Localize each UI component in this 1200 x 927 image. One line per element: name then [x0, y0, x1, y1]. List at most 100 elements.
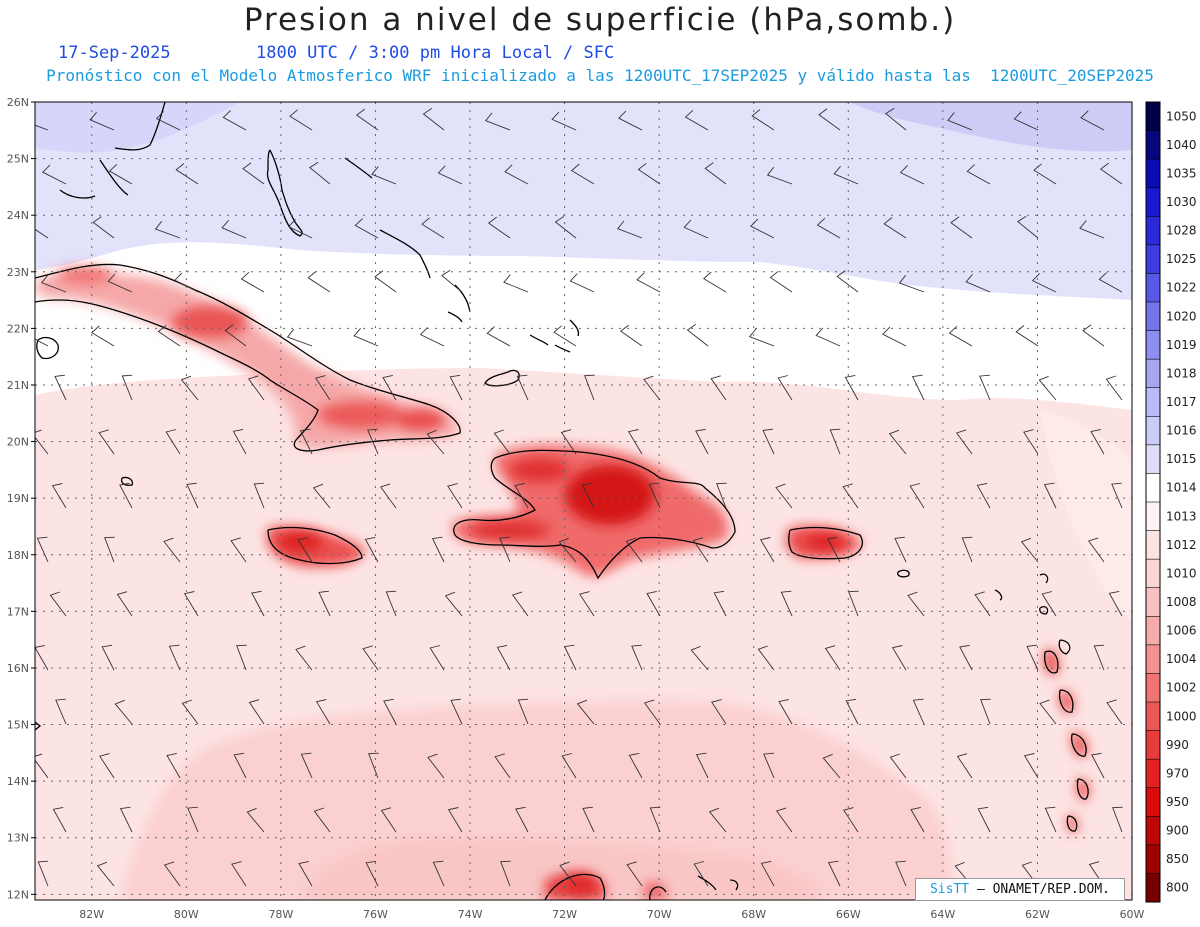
wind-barb	[119, 482, 133, 509]
wind-barb	[848, 590, 859, 617]
colorbar-swatch	[1146, 187, 1160, 217]
wind-barb	[898, 274, 925, 293]
wind-barb	[649, 806, 661, 833]
wind-barb	[385, 590, 397, 617]
wind-barb	[364, 536, 379, 563]
lon-label: 68W	[741, 908, 766, 921]
lat-label: 15N	[7, 719, 29, 732]
colorbar-label: 800	[1166, 881, 1189, 895]
wind-barb	[619, 324, 643, 347]
wind-barb	[843, 807, 859, 833]
wind-barb	[627, 429, 643, 455]
wind-barb	[503, 274, 529, 293]
wind-barb	[251, 590, 265, 617]
wind-barb	[1108, 590, 1123, 617]
wind-barb	[1026, 644, 1039, 671]
wind-barb	[833, 166, 859, 185]
wind-barb	[315, 375, 331, 401]
wind-barb	[426, 429, 445, 455]
wind-barb	[1087, 537, 1105, 563]
wind-barb	[441, 269, 463, 293]
wind-barb	[422, 108, 445, 131]
wind-barb	[157, 324, 181, 347]
wind-barb	[885, 107, 907, 131]
lat-label: 12N	[7, 888, 29, 901]
wind-barb	[368, 752, 379, 779]
wind-barb	[1041, 591, 1057, 617]
lat-label: 16N	[7, 662, 29, 675]
wind-barb	[692, 537, 709, 563]
colorbar-swatch	[1146, 330, 1160, 360]
pressure-field	[35, 102, 1132, 900]
wind-barb	[570, 163, 595, 185]
wind-barb	[35, 124, 49, 131]
lat-label: 24N	[7, 209, 29, 222]
wind-barb	[318, 590, 331, 617]
wind-barb	[429, 645, 445, 671]
wind-barb	[312, 483, 331, 509]
wind-barb	[708, 807, 727, 833]
wind-barb	[180, 375, 199, 401]
wind-barb	[911, 374, 925, 401]
wind-barb	[976, 482, 991, 509]
wind-barb	[965, 274, 991, 293]
wind-barb	[487, 216, 511, 239]
wind-barb	[186, 482, 199, 509]
wind-barb	[947, 112, 973, 131]
wind-barb	[636, 272, 661, 293]
lon-label: 80W	[174, 908, 199, 921]
wind-barb	[116, 591, 133, 617]
wind-barb	[554, 216, 577, 239]
colorbar-swatch	[1146, 387, 1160, 417]
wind-barb	[96, 861, 115, 887]
wind-barb	[496, 644, 511, 671]
wind-barb	[247, 375, 265, 401]
colorbar-swatch	[1146, 159, 1160, 189]
colorbar-swatch	[1146, 444, 1160, 474]
wind-barb	[380, 807, 397, 833]
wind-barb	[92, 216, 115, 239]
wind-barb	[894, 536, 907, 563]
wind-barb	[1091, 752, 1105, 779]
colorbar-label: 1004	[1166, 652, 1197, 666]
wind-barb	[299, 428, 313, 455]
colorbar-label: 1035	[1166, 166, 1197, 180]
wind-barb	[108, 163, 133, 185]
wind-barb	[166, 752, 181, 779]
colorbar-label: 1028	[1166, 224, 1197, 238]
lat-label: 22N	[7, 322, 29, 335]
wind-barb	[648, 482, 661, 509]
lon-label: 78W	[268, 908, 293, 921]
wind-barb	[165, 429, 181, 455]
wind-barb	[52, 806, 67, 833]
wind-barb	[431, 536, 445, 563]
wind-barb	[104, 536, 115, 563]
wind-barb	[101, 644, 115, 671]
wind-barb	[1093, 644, 1105, 671]
wind-barb	[626, 861, 643, 887]
wind-barb	[504, 164, 529, 185]
colorbar-swatch	[1146, 844, 1160, 874]
wind-barb	[240, 271, 265, 293]
wind-barb	[775, 483, 793, 509]
wind-barb	[374, 270, 397, 293]
colorbar-swatch	[1146, 787, 1160, 817]
wind-barb	[90, 325, 115, 347]
wind-barb	[551, 111, 577, 131]
wind-barb	[561, 753, 577, 779]
colorbar-swatch	[1146, 273, 1160, 303]
lon-label: 62W	[1025, 908, 1050, 921]
wind-barb	[625, 537, 643, 563]
wind-barb	[948, 325, 973, 347]
wind-barb	[367, 428, 379, 455]
wind-barb	[379, 483, 397, 509]
wind-barb	[307, 271, 331, 293]
wind-barb	[437, 165, 463, 185]
wind-barb	[882, 326, 907, 347]
wind-barb	[1099, 162, 1123, 185]
colorbar-swatch	[1146, 244, 1160, 274]
wind-barb	[383, 698, 397, 725]
wind-barb	[955, 429, 973, 455]
wind-barb	[780, 590, 793, 617]
lat-label: 17N	[7, 605, 29, 618]
